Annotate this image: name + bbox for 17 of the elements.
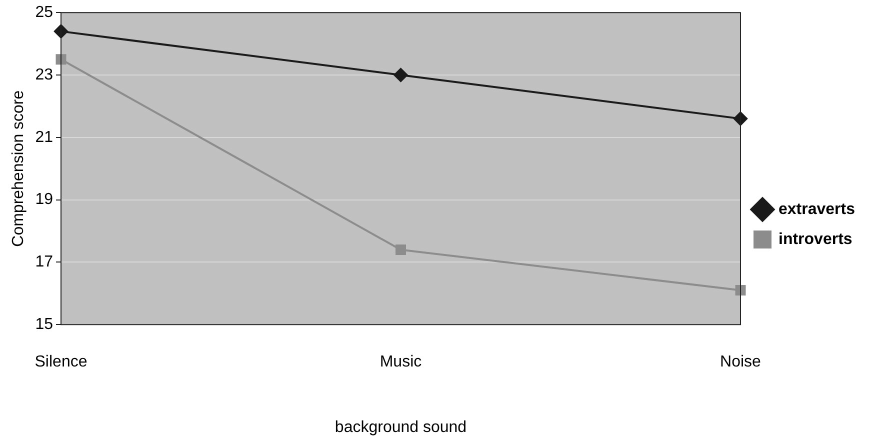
- legend-label: extraverts: [778, 200, 856, 218]
- point: [54, 24, 68, 38]
- y-tick-label: 25: [35, 4, 54, 22]
- legend-label: introverts: [778, 230, 852, 248]
- y-axis-title: Comprehension score: [10, 90, 28, 247]
- y-tick-label: 19: [35, 191, 54, 208]
- x-axis-title: background sound: [334, 418, 467, 436]
- x-tick-label: Silence: [34, 354, 88, 371]
- point: [394, 68, 408, 82]
- y-tick-label: 15: [35, 316, 54, 334]
- x-tick-label: Music: [380, 354, 422, 371]
- y-tick-label: 21: [35, 128, 54, 146]
- point: [734, 112, 748, 126]
- point: [396, 244, 406, 255]
- y-tick-label: 23: [35, 66, 54, 84]
- y-tick-label: 17: [35, 254, 54, 271]
- x-tick-label: Noise: [720, 354, 762, 371]
